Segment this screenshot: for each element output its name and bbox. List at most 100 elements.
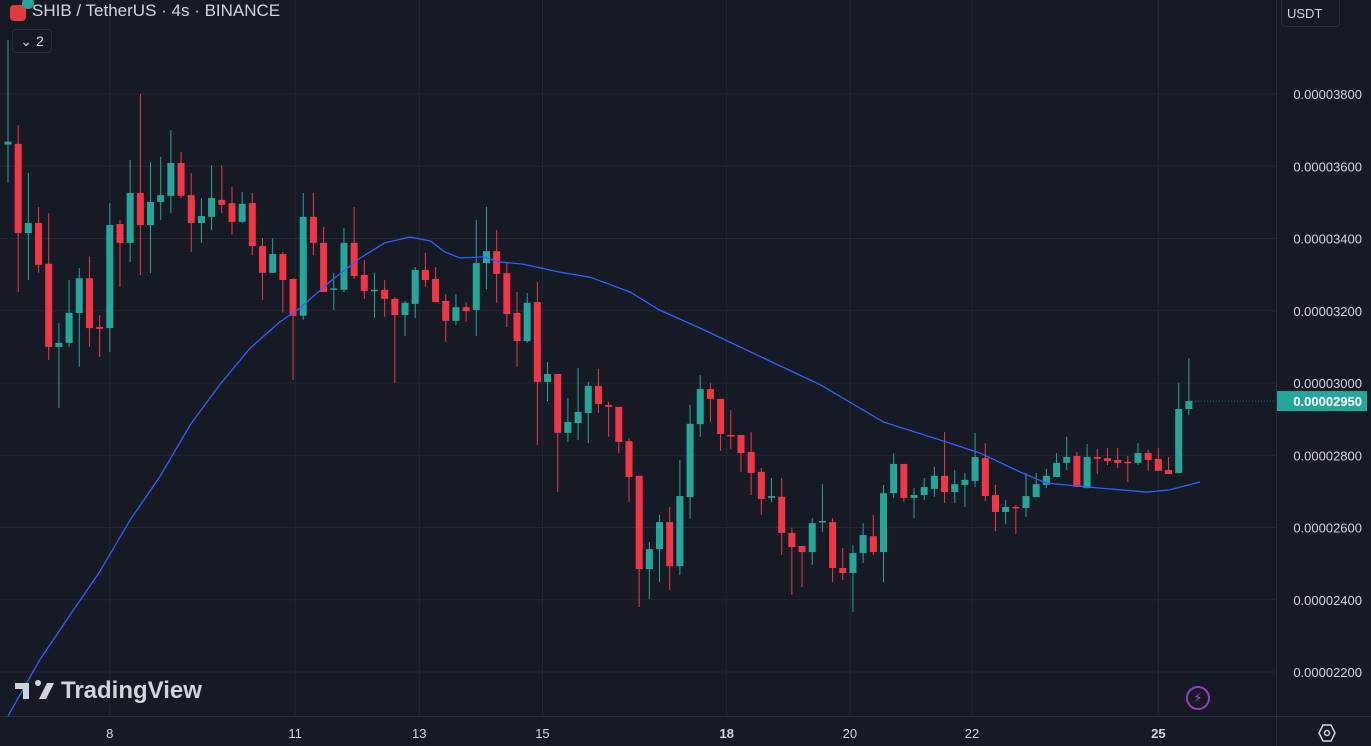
candle-body	[1165, 470, 1173, 475]
candle	[737, 435, 745, 472]
candle-body	[472, 263, 480, 311]
candle-body	[818, 520, 826, 523]
candle	[910, 488, 918, 519]
candle-body	[839, 567, 847, 574]
candle	[829, 518, 837, 583]
candle	[941, 432, 949, 503]
candle-body	[167, 162, 175, 196]
candle-body	[951, 484, 959, 493]
candle-body	[1063, 457, 1071, 463]
candle	[533, 281, 541, 446]
candle-body	[350, 242, 358, 277]
candle-body	[869, 536, 877, 553]
candle-body	[554, 373, 562, 433]
candle-body	[625, 441, 633, 477]
candle-body	[564, 422, 572, 433]
candle	[116, 220, 124, 287]
price-tick-label: 0.00003400	[1293, 232, 1362, 247]
candle-body	[879, 493, 887, 553]
candle-body	[920, 487, 928, 495]
candle-body	[340, 242, 348, 290]
price-tick-label: 0.00003600	[1293, 159, 1362, 174]
candle	[55, 323, 63, 408]
candle	[1175, 383, 1183, 473]
candle	[1165, 457, 1173, 475]
lightning-icon[interactable]: ⚡︎	[1186, 686, 1210, 710]
price-tick-label: 0.00003800	[1293, 87, 1362, 102]
candle-body	[401, 302, 409, 316]
candle	[930, 466, 938, 497]
candle	[401, 300, 409, 337]
candle	[432, 267, 440, 303]
candle-body	[309, 216, 317, 243]
logo-text: TradingView	[61, 677, 202, 704]
symbol-header[interactable]: SHIB / TetherUS · 4s · BINANCE	[10, 0, 280, 21]
candle	[991, 484, 999, 532]
candle	[971, 432, 979, 488]
candle	[421, 252, 429, 287]
candle	[452, 294, 460, 325]
currency-selector[interactable]: USDT	[1281, 0, 1340, 27]
candle-body	[1093, 457, 1101, 459]
chevron-down-icon: ⌄	[20, 32, 32, 49]
candle-body	[544, 373, 552, 382]
gear-icon[interactable]	[1317, 723, 1337, 743]
price-tick-label: 0.00002600	[1293, 521, 1362, 536]
candle	[157, 156, 165, 221]
candle	[635, 475, 643, 607]
candle-body	[737, 435, 745, 454]
candle-body	[910, 494, 918, 498]
candle-body	[605, 405, 613, 407]
candle	[717, 398, 725, 451]
candle-body	[778, 496, 786, 533]
candle	[248, 192, 256, 256]
candle-body	[65, 312, 73, 343]
time-tick-label: 8	[106, 726, 113, 741]
candle	[391, 297, 399, 383]
candle	[360, 260, 368, 299]
candle-body	[513, 312, 521, 342]
candle	[289, 278, 297, 381]
candle	[177, 151, 185, 199]
candle-body	[727, 435, 735, 437]
indicators-collapse-button[interactable]: ⌄ 2	[12, 29, 52, 53]
candle-body	[1073, 455, 1081, 488]
candle-body	[788, 532, 796, 548]
candle-body	[14, 143, 22, 234]
candle	[462, 302, 470, 322]
candle-body	[187, 195, 195, 223]
candle	[1073, 451, 1081, 488]
candle-body	[432, 278, 440, 303]
candle	[686, 405, 694, 519]
candle	[106, 203, 114, 352]
candle	[869, 514, 877, 555]
candle-body	[645, 549, 653, 570]
candle-body	[1144, 453, 1152, 460]
last-price-label: 0.00002950	[1293, 394, 1362, 409]
candle-body	[523, 302, 531, 342]
candle	[218, 165, 226, 214]
time-tick-label: 13	[412, 726, 426, 741]
candle	[126, 160, 134, 262]
candle	[818, 484, 826, 532]
candle	[900, 463, 908, 502]
candle	[269, 238, 277, 273]
candle-body	[768, 496, 775, 498]
candle-body	[656, 522, 664, 550]
tradingview-logo[interactable]: TradingView	[15, 677, 202, 705]
candle	[482, 207, 490, 290]
candle	[136, 94, 144, 275]
candle-body	[1134, 453, 1142, 463]
candle	[4, 39, 12, 183]
candle-body	[1002, 506, 1010, 512]
candle-body	[1022, 496, 1030, 508]
price-tick-label: 0.00003000	[1293, 376, 1362, 391]
candle-body	[75, 278, 83, 313]
candle-body	[320, 242, 328, 292]
moving-average-line	[7, 236, 1201, 717]
candle-body	[96, 327, 104, 329]
candle	[1144, 449, 1152, 471]
price-tick-label: 0.00003200	[1293, 304, 1362, 319]
candle	[1083, 444, 1091, 489]
